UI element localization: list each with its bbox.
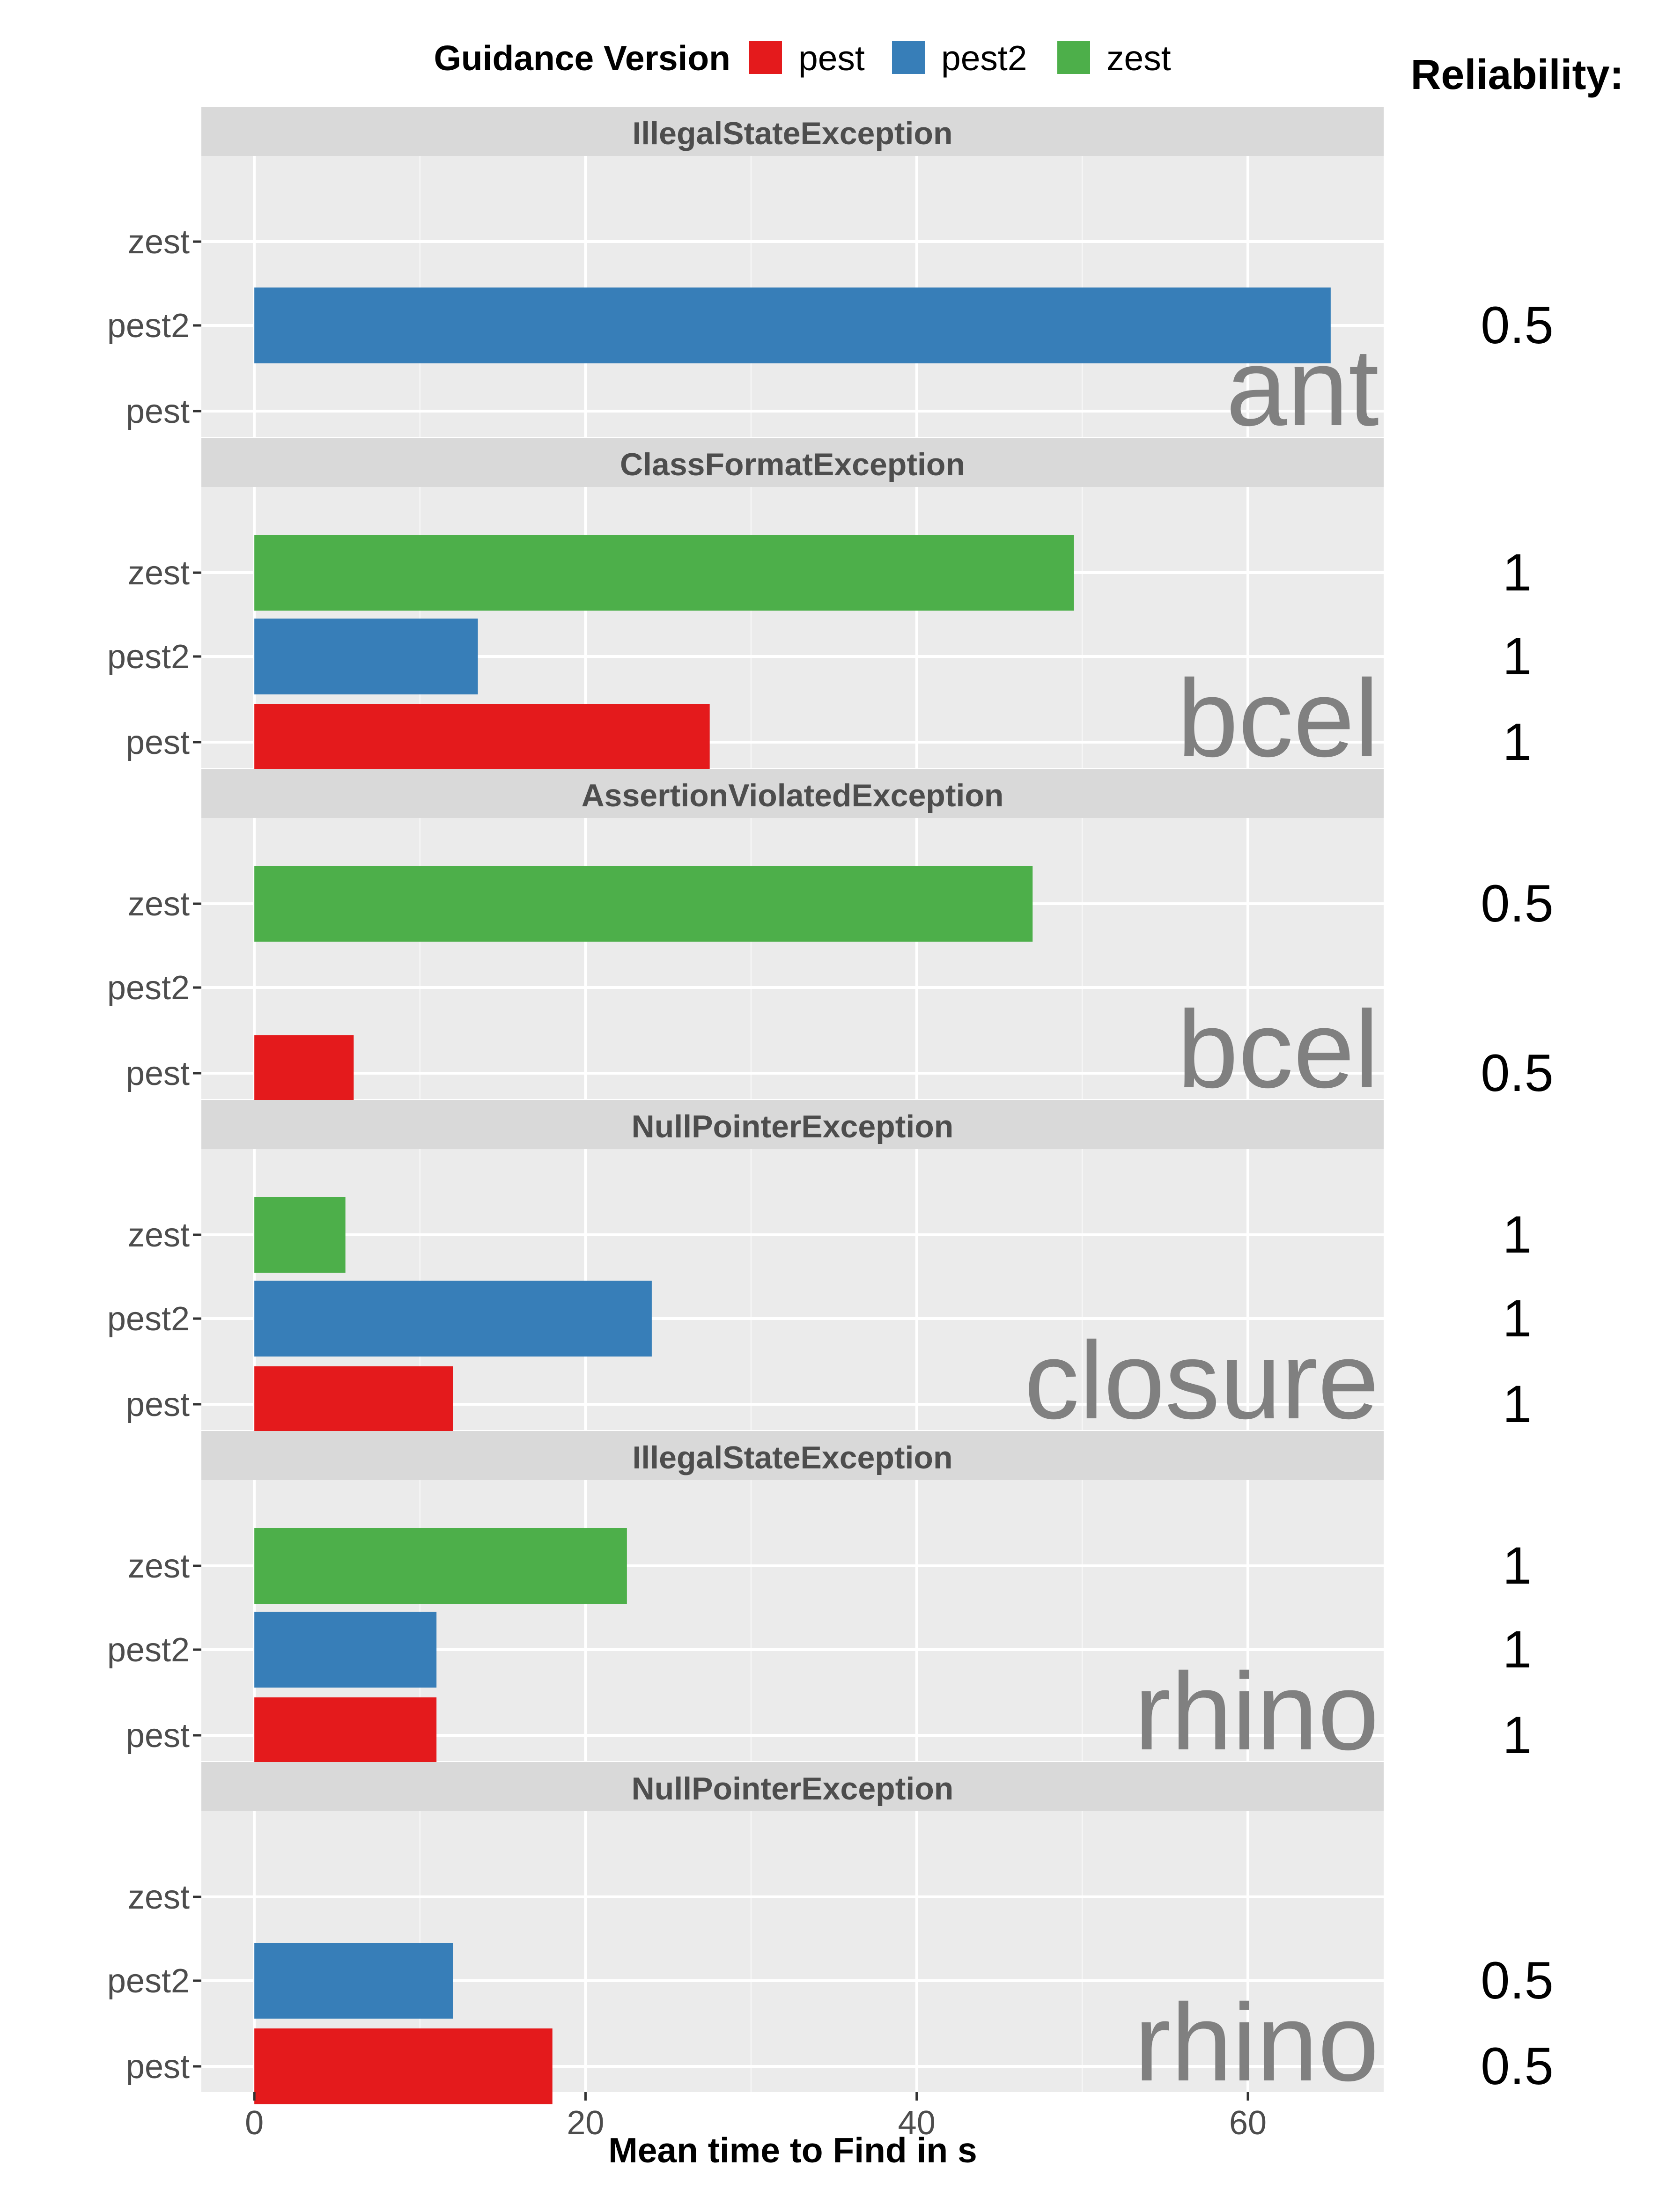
panel-6: NullPointerException rhino pest pest2 zest 0.…: [107, 1762, 1554, 2104]
subject-label: bcel: [1177, 988, 1379, 1111]
y-tick-label-pest: pest: [126, 724, 190, 761]
bar-zest: [254, 1528, 627, 1604]
x-axis: 0 20 40 60: [245, 2092, 1267, 2142]
y-tick-label-pest: pest: [126, 2048, 190, 2086]
bar-pest2: [254, 619, 478, 694]
panel-strip-label: AssertionViolatedException: [582, 778, 1004, 813]
y-tick-label-pest2: pest2: [107, 1962, 190, 2000]
reliability-value-pest: 0.5: [1481, 2037, 1554, 2095]
legend-swatch-pest: [749, 41, 782, 74]
panel-strip: [201, 769, 1384, 818]
subject-label: rhino: [1134, 1650, 1379, 1773]
y-tick-label-pest2: pest2: [107, 1300, 190, 1338]
y-tick-label-pest2: pest2: [107, 307, 190, 345]
panel-strip: [201, 107, 1384, 156]
bar-pest2: [254, 1281, 652, 1357]
panel-strip-label: NullPointerException: [632, 1771, 954, 1806]
reliability-value-pest: 0.5: [1481, 1044, 1554, 1102]
reliability-value-pest: 1: [1503, 1706, 1532, 1764]
reliability-title: Reliability:: [1410, 52, 1623, 98]
x-tick-label: 60: [1229, 2104, 1267, 2142]
panel-strip: [201, 438, 1384, 487]
reliability-value-pest2: 0.5: [1481, 296, 1554, 354]
bar-pest2: [254, 1612, 437, 1688]
bar-pest2: [254, 1943, 453, 2019]
panel-2: ClassFormatException bcel pest pest2 zest 1 1 1: [107, 438, 1532, 780]
panels: IllegalStateExceptionantpestpest2zest0.5…: [107, 107, 1554, 2104]
bar-zest: [254, 1197, 346, 1273]
bar-zest: [254, 866, 1033, 942]
reliability-value-zest: 0.5: [1481, 874, 1554, 933]
subject-label: closure: [1024, 1319, 1379, 1442]
subject-label: bcel: [1177, 656, 1379, 780]
reliability-value-zest: 1: [1503, 543, 1532, 602]
legend: Guidance Version pest pest2 zest: [434, 38, 1171, 78]
reliability-value-pest2: 1: [1503, 1289, 1532, 1348]
panel-strip: [201, 1762, 1384, 1811]
x-tick-label: 40: [898, 2104, 936, 2142]
y-tick-label-zest: zest: [128, 554, 190, 592]
y-tick-label-zest: zest: [128, 1548, 190, 1585]
panel-strip-label: ClassFormatException: [620, 447, 965, 482]
x-tick-label: 0: [245, 2104, 264, 2142]
panel-5: IllegalStateException rhino pest pest2 zest 1…: [107, 1431, 1532, 1773]
reliability-value-zest: 1: [1503, 1536, 1532, 1595]
y-tick-label-pest2: pest2: [107, 1631, 190, 1669]
panel-strip-label: IllegalStateException: [633, 1440, 953, 1475]
bar-pest: [254, 1366, 453, 1442]
reliability-value-pest2: 1: [1503, 627, 1532, 686]
bar-pest2: [254, 288, 1331, 363]
bar-zest: [254, 535, 1074, 611]
reliability-value-zest: 1: [1503, 1205, 1532, 1264]
y-tick-label-pest2: pest2: [107, 638, 190, 676]
y-tick-label-pest2: pest2: [107, 969, 190, 1007]
legend-label-pest2: pest2: [941, 38, 1027, 78]
y-tick-label-pest: pest: [126, 1055, 190, 1092]
panel-3: AssertionViolatedException bcel pest pest2 z…: [107, 769, 1554, 1111]
panel-strip-label: IllegalStateException: [633, 116, 953, 151]
bar-pest: [254, 1697, 437, 1773]
y-tick-label-zest: zest: [128, 1879, 190, 1916]
x-axis-label: Mean time to Find in s: [608, 2131, 977, 2170]
panel-strip-label: NullPointerException: [632, 1109, 954, 1144]
reliability-value-pest2: 0.5: [1481, 1951, 1554, 2010]
y-tick-label-zest: zest: [128, 223, 190, 261]
y-tick-label-zest: zest: [128, 1217, 190, 1254]
reliability-value-pest: 1: [1503, 1375, 1532, 1433]
legend-title: Guidance Version: [434, 38, 730, 78]
panel-strip: [201, 1431, 1384, 1480]
panel-4: NullPointerException closure pest pest2 zest…: [107, 1100, 1532, 1442]
x-tick-label: 20: [567, 2104, 604, 2142]
reliability-value-pest: 1: [1503, 713, 1532, 771]
bar-pest: [254, 704, 710, 780]
legend-label-zest: zest: [1106, 38, 1171, 78]
panel-strip: [201, 1100, 1384, 1149]
panel-background: [201, 818, 1384, 1099]
y-tick-label-zest: zest: [128, 885, 190, 923]
reliability-value-pest2: 1: [1503, 1620, 1532, 1679]
y-tick-label-pest: pest: [126, 393, 190, 430]
y-tick-label-pest: pest: [126, 1386, 190, 1423]
y-tick-label-pest: pest: [126, 1717, 190, 1755]
legend-swatch-pest2: [892, 41, 925, 74]
subject-label: rhino: [1134, 1981, 1379, 2104]
legend-swatch-zest: [1057, 41, 1090, 74]
legend-label-pest: pest: [798, 38, 865, 78]
bar-pest: [254, 2028, 553, 2104]
bar-pest: [254, 1035, 354, 1111]
